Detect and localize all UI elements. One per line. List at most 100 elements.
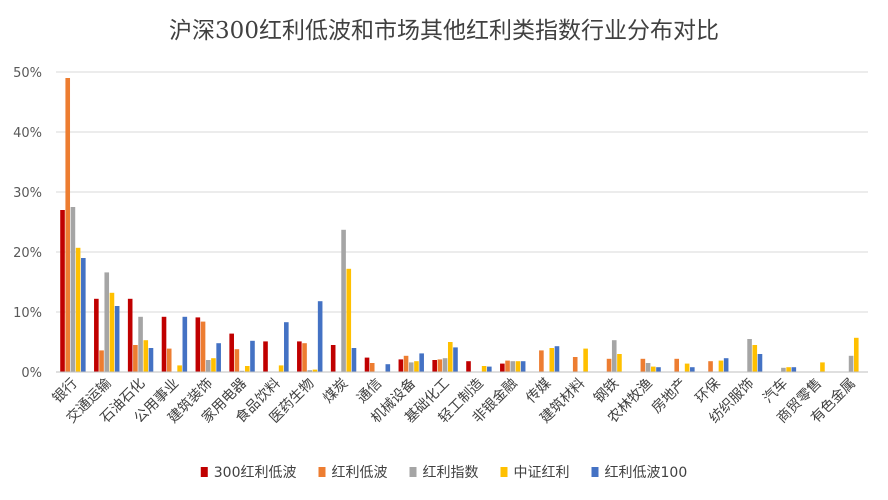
- bar: [312, 369, 318, 372]
- bar: [317, 301, 323, 372]
- bar: [539, 350, 544, 372]
- bar: [200, 321, 206, 372]
- y-tick-label: 10%: [13, 306, 42, 321]
- bar: [385, 364, 391, 372]
- bar: [447, 342, 453, 372]
- bar: [656, 367, 661, 372]
- bar: [177, 365, 182, 372]
- bar: [757, 354, 763, 372]
- bar: [250, 340, 255, 372]
- bar: [75, 247, 81, 372]
- bar: [351, 348, 357, 372]
- bar: [369, 363, 375, 372]
- bar: [510, 361, 516, 372]
- bar: [99, 350, 104, 372]
- legend: 300红利低波 红利低波 红利指数 中证红利 红利低波100: [200, 465, 688, 481]
- y-tick-label: 30%: [13, 186, 42, 201]
- bar: [211, 358, 216, 372]
- bar: [346, 268, 352, 372]
- legend-swatch: [591, 467, 599, 477]
- bar: [650, 366, 656, 372]
- x-tick-label: 房地产: [649, 376, 690, 417]
- bar: [195, 317, 201, 372]
- bar: [500, 363, 505, 372]
- bar: [205, 360, 211, 372]
- bar: [239, 370, 245, 372]
- bar: [606, 358, 612, 372]
- bar: [466, 361, 471, 372]
- bar: [723, 358, 729, 372]
- bar: [398, 359, 404, 372]
- chart-title: 沪深300红利低波和市场其他红利类指数行业分布对比: [169, 18, 719, 44]
- bar: [244, 366, 250, 372]
- bar: [437, 359, 443, 372]
- bar: [133, 345, 138, 372]
- axis-layer: 0%10%20%30%40%50%银行交通运输石油石化公用事业建筑装饰家用电器食…: [13, 66, 868, 426]
- bar: [453, 347, 458, 372]
- bar: [148, 348, 154, 372]
- bar: [617, 354, 622, 372]
- bar: [781, 367, 786, 372]
- bar: [572, 357, 578, 372]
- bar: [747, 339, 752, 372]
- bar: [263, 341, 268, 372]
- legend-label: 红利低波100: [605, 465, 688, 481]
- bar: [505, 360, 510, 372]
- y-tick-label: 20%: [13, 246, 42, 261]
- bar: [104, 272, 110, 372]
- bar: [414, 361, 419, 372]
- bar: [341, 229, 346, 372]
- bar: [690, 367, 695, 372]
- legend-swatch: [200, 467, 208, 477]
- bar: [234, 349, 240, 372]
- bar: [674, 358, 680, 372]
- legend-label: 中证红利: [514, 465, 570, 481]
- bar: [182, 316, 188, 372]
- bar: [65, 78, 71, 372]
- bar: [708, 361, 713, 372]
- bar: [786, 367, 791, 372]
- legend-layer: 300红利低波 红利低波 红利指数 中证红利 红利低波100: [200, 465, 688, 481]
- bar: [640, 358, 646, 372]
- bar: [583, 348, 588, 372]
- bar: [94, 298, 99, 372]
- bar: [408, 362, 414, 372]
- bar: [611, 340, 617, 372]
- bar: [70, 207, 76, 372]
- bar: [109, 292, 115, 372]
- bar: [297, 341, 302, 372]
- bar: [166, 348, 172, 372]
- bar: [81, 258, 86, 372]
- bar: [138, 316, 143, 372]
- y-tick-label: 50%: [13, 66, 42, 81]
- bar: [60, 210, 65, 372]
- bar: [752, 345, 758, 372]
- legend-swatch: [409, 467, 417, 477]
- bar: [645, 363, 651, 372]
- bar: [284, 322, 289, 372]
- bar: [487, 366, 492, 372]
- bar: [549, 348, 555, 372]
- bar: [554, 346, 560, 372]
- bar: [820, 362, 825, 372]
- y-tick-label: 0%: [21, 366, 42, 381]
- bar: [143, 340, 149, 372]
- bar: [216, 343, 221, 372]
- legend-swatch: [318, 467, 326, 477]
- bar: [848, 355, 854, 372]
- bar: [307, 370, 313, 372]
- bar: [278, 365, 284, 372]
- bar: [432, 360, 437, 372]
- bar: [114, 306, 120, 372]
- legend-swatch: [500, 467, 508, 477]
- bar: [364, 357, 370, 372]
- legend-label: 300红利低波: [214, 465, 297, 481]
- bar: [229, 333, 234, 372]
- bar: [684, 363, 690, 372]
- bar: [403, 355, 409, 372]
- bar: [718, 360, 724, 372]
- bar: [442, 358, 448, 372]
- x-tick-label: 煤炭: [320, 376, 351, 407]
